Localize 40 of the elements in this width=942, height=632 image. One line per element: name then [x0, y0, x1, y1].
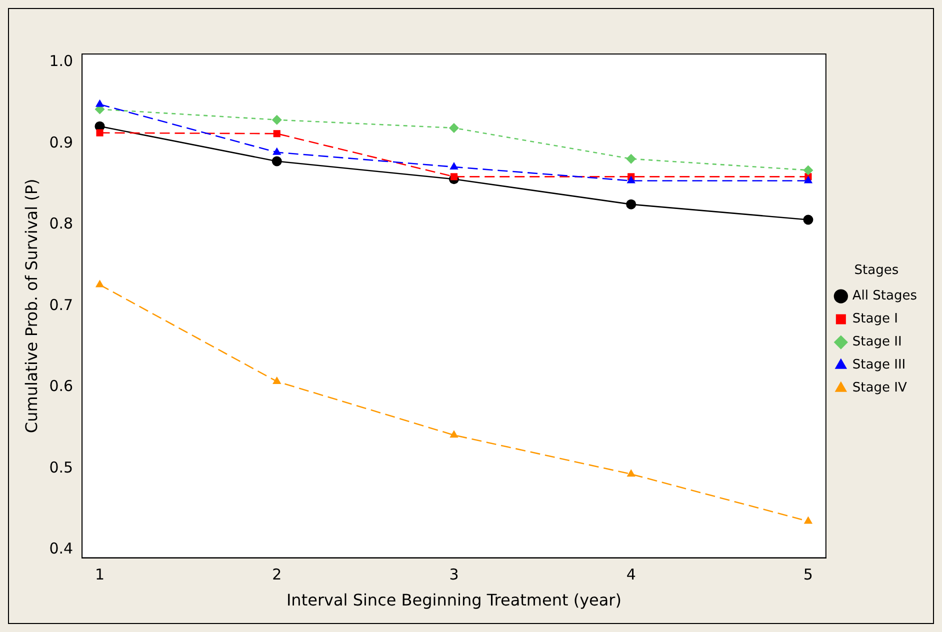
point	[803, 165, 814, 176]
point	[272, 147, 282, 155]
point	[95, 99, 104, 107]
point	[626, 154, 636, 164]
legend-label: All Stages	[852, 288, 918, 304]
point	[450, 430, 458, 438]
legend-title: Stages	[854, 263, 899, 278]
point	[626, 469, 636, 477]
x-axis-title: Interval Since Beginning Treatment (year)	[286, 590, 622, 610]
point	[450, 162, 458, 170]
y-tick-label: 0.8	[49, 214, 74, 233]
x-tick-label: 3	[449, 566, 459, 584]
x-tick-label: 1	[94, 566, 105, 584]
y-tick-label: 0.9	[49, 133, 74, 152]
point	[626, 176, 636, 184]
legend-label: Stage IV	[852, 380, 907, 396]
y-tick-label: 0.4	[49, 540, 74, 558]
point	[626, 199, 636, 210]
point	[272, 376, 282, 384]
point	[450, 173, 458, 180]
x-tick-label: 4	[626, 566, 636, 584]
point	[272, 114, 282, 125]
y-axis-title: Cumulative Prob. of Survival (P)	[22, 178, 41, 434]
point	[804, 176, 813, 184]
legend-label: Stage III	[852, 358, 906, 373]
y-tick-label: 0.6	[49, 377, 74, 396]
x-tick-label: 5	[803, 566, 813, 584]
y-tick-label: 0.5	[49, 458, 74, 476]
point	[448, 122, 459, 133]
y-tick-label: 1.0	[49, 52, 74, 70]
point	[273, 130, 280, 138]
point	[803, 214, 814, 225]
y-tick-label: 0.7	[49, 296, 74, 314]
legend-label: Stage II	[852, 334, 902, 350]
point	[804, 516, 813, 524]
point	[95, 280, 104, 288]
point	[272, 156, 282, 166]
x-tick-label: 2	[272, 566, 282, 584]
legend-label: Stage I	[852, 312, 898, 327]
point	[96, 129, 104, 136]
